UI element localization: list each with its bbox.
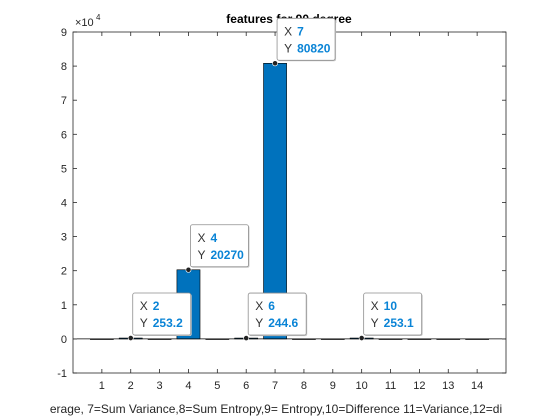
x-tick-label: 8 (301, 380, 307, 392)
datatip-marker (272, 60, 278, 67)
y-tick-label: 7 (61, 95, 67, 107)
y-tick-label: 6 (61, 129, 67, 141)
y-tick-label: 1 (61, 300, 67, 312)
datatip-x-key: X (197, 231, 205, 245)
datatip-box (363, 292, 423, 336)
datatip-marker (358, 335, 365, 341)
y-tick-label: 9 (61, 27, 67, 39)
datatip-y-key: Y (255, 316, 263, 330)
datatip-y-key: Y (140, 316, 148, 330)
datatip-y-value: 20270 (210, 248, 244, 262)
datatip-y-key: Y (371, 316, 379, 330)
datatip-x-key: X (284, 24, 292, 38)
x-tick-label: 4 (185, 380, 191, 392)
datatip-x-value: 7 (297, 24, 304, 38)
datatip-marker (185, 266, 192, 273)
datatip-y-value: 80820 (297, 41, 331, 55)
y-tick-label: 3 (61, 232, 67, 244)
x-tick-label: 2 (128, 380, 134, 392)
y-tick-label: 5 (61, 163, 67, 175)
datatip-box (276, 17, 336, 61)
x-tick-label: 10 (356, 380, 368, 392)
datatip-marker (243, 335, 250, 341)
x-tick-label: 3 (157, 380, 163, 392)
datatip-7[interactable]: X 7Y 80820 (272, 17, 337, 67)
y-tick-label: 2 (61, 266, 67, 278)
x-tick-label: 12 (413, 380, 425, 392)
exponent-power: 4 (96, 13, 101, 22)
y-tick-label: 0 (61, 334, 67, 346)
x-tick-label: 1 (99, 380, 105, 392)
exponent-base: ×10 (75, 17, 94, 29)
datatip-x-value: 2 (153, 299, 160, 313)
datatip-x-key: X (371, 299, 379, 313)
x-tick-label: 13 (442, 380, 454, 392)
x-tick-label: 11 (385, 380, 396, 392)
datatip-box (247, 292, 307, 336)
x-tick-label: 14 (471, 380, 483, 392)
datatip-x-key: X (255, 299, 263, 313)
datatip-y-value: 244.6 (268, 316, 298, 330)
datatip-box (132, 292, 192, 336)
datatip-2[interactable]: X 2Y 253.2 (127, 292, 192, 341)
datatip-x-value: 6 (268, 299, 275, 313)
y-exponent-label: ×10 4 (75, 13, 101, 29)
x-axis-label: erage, 7=Sum Variance,8=Sum Entropy,9= E… (50, 402, 502, 416)
x-tick-label: 7 (272, 380, 278, 392)
datatip-y-value: 253.1 (384, 316, 414, 330)
datatip-6[interactable]: X 6Y 244.6 (243, 292, 308, 341)
y-tick-label: 4 (61, 198, 67, 210)
datatip-x-value: 4 (210, 231, 217, 245)
datatip-y-key: Y (197, 248, 205, 262)
datatip-x-value: 10 (384, 299, 398, 313)
datatip-marker (127, 335, 134, 341)
y-axis-ticks: -1 0 1 2 3 4 5 6 7 8 9 (57, 27, 506, 380)
x-tick-label: 5 (214, 380, 220, 392)
datatip-4[interactable]: X 4Y 20270 (185, 224, 250, 273)
y-tick-label: 8 (61, 61, 67, 73)
datatip-y-key: Y (284, 41, 292, 55)
datatip-y-value: 253.2 (153, 316, 183, 330)
datatip-x-key: X (140, 299, 148, 313)
datatip-10[interactable]: X 10 Y 253.1 (358, 292, 423, 341)
y-tick-label: -1 (57, 368, 67, 380)
datatip-box (190, 224, 249, 268)
x-tick-label: 9 (330, 380, 336, 392)
x-tick-label: 6 (243, 380, 249, 392)
